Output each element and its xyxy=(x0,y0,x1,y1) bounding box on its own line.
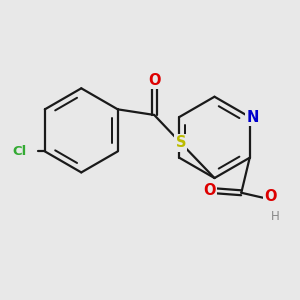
Text: S: S xyxy=(176,136,186,151)
Text: N: N xyxy=(246,110,259,124)
Text: H: H xyxy=(271,210,280,223)
Text: Cl: Cl xyxy=(13,145,27,158)
Text: O: O xyxy=(203,183,216,198)
Text: O: O xyxy=(264,190,276,205)
Text: O: O xyxy=(148,73,161,88)
